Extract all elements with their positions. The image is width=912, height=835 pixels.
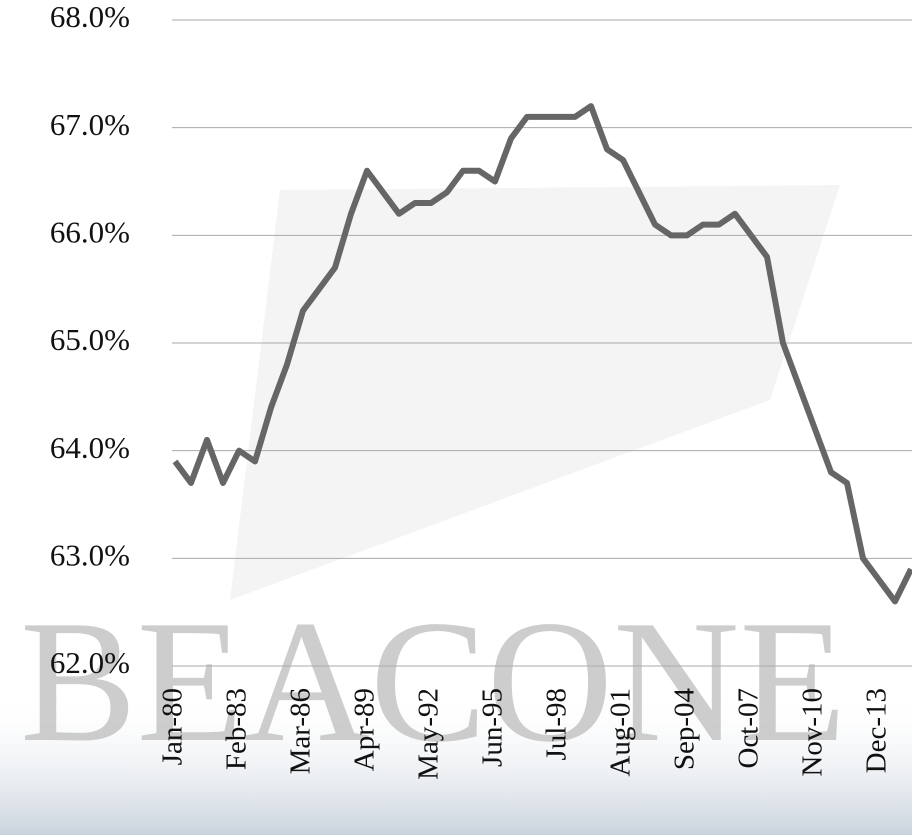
background-gradient xyxy=(0,690,912,835)
x-tick-label: Jun-95 xyxy=(477,688,509,767)
x-tick-label: Nov-10 xyxy=(797,688,829,777)
data-line xyxy=(172,103,912,605)
x-tick-label: Dec-13 xyxy=(861,688,893,773)
x-tick-label: Aug-01 xyxy=(605,688,637,777)
x-tick-label: Mar-86 xyxy=(285,688,317,774)
watermark-shape xyxy=(230,185,840,600)
x-tick-label: Apr-89 xyxy=(349,688,381,771)
watermark: BEACONE xyxy=(20,584,846,778)
y-tick-label: 67.0% xyxy=(50,107,130,142)
x-tick-label: May-92 xyxy=(413,688,445,780)
x-tick-label: Feb-83 xyxy=(221,688,253,770)
y-tick-label: 64.0% xyxy=(50,430,130,465)
x-tick-label: Sep-04 xyxy=(669,688,701,771)
y-tick-label: 63.0% xyxy=(50,537,130,572)
y-tick-label: 66.0% xyxy=(50,214,130,249)
y-tick-label: 65.0% xyxy=(50,322,130,357)
x-tick-label: Oct-07 xyxy=(733,688,765,769)
x-tick-label: Jan-80 xyxy=(157,688,189,765)
x-tick-label: Jul-98 xyxy=(541,688,573,761)
y-tick-label: 68.0% xyxy=(50,0,130,34)
y-tick-label: 62.0% xyxy=(50,645,130,680)
